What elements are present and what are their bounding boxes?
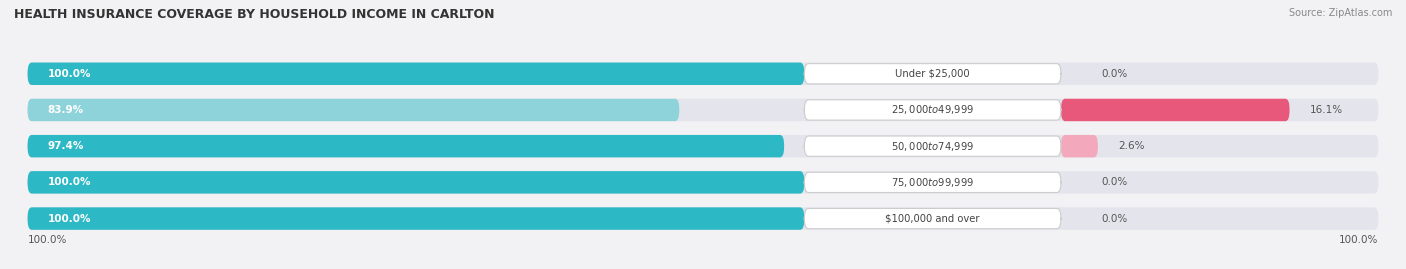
Text: $100,000 and over: $100,000 and over [886, 214, 980, 224]
Text: 100.0%: 100.0% [1339, 235, 1378, 245]
FancyBboxPatch shape [804, 208, 1062, 229]
FancyBboxPatch shape [28, 207, 1378, 230]
FancyBboxPatch shape [804, 100, 1062, 120]
FancyBboxPatch shape [804, 136, 1062, 156]
FancyBboxPatch shape [1062, 99, 1289, 121]
Text: $50,000 to $74,999: $50,000 to $74,999 [891, 140, 974, 153]
FancyBboxPatch shape [804, 172, 1062, 193]
FancyBboxPatch shape [1062, 135, 1098, 157]
Text: 100.0%: 100.0% [48, 69, 91, 79]
Text: 100.0%: 100.0% [48, 177, 91, 187]
Text: Source: ZipAtlas.com: Source: ZipAtlas.com [1288, 8, 1392, 18]
FancyBboxPatch shape [28, 62, 804, 85]
Text: 0.0%: 0.0% [1101, 214, 1128, 224]
FancyBboxPatch shape [28, 99, 679, 121]
Text: 100.0%: 100.0% [28, 235, 67, 245]
FancyBboxPatch shape [28, 171, 1378, 194]
Text: 100.0%: 100.0% [48, 214, 91, 224]
FancyBboxPatch shape [28, 207, 804, 230]
Text: 0.0%: 0.0% [1101, 69, 1128, 79]
Text: 83.9%: 83.9% [48, 105, 84, 115]
FancyBboxPatch shape [28, 135, 1378, 157]
Text: $25,000 to $49,999: $25,000 to $49,999 [891, 104, 974, 116]
Text: $75,000 to $99,999: $75,000 to $99,999 [891, 176, 974, 189]
FancyBboxPatch shape [28, 99, 1378, 121]
Text: 0.0%: 0.0% [1101, 177, 1128, 187]
Text: Under $25,000: Under $25,000 [896, 69, 970, 79]
Text: 16.1%: 16.1% [1310, 105, 1343, 115]
FancyBboxPatch shape [28, 62, 1378, 85]
Text: 2.6%: 2.6% [1118, 141, 1144, 151]
FancyBboxPatch shape [804, 64, 1062, 84]
Text: HEALTH INSURANCE COVERAGE BY HOUSEHOLD INCOME IN CARLTON: HEALTH INSURANCE COVERAGE BY HOUSEHOLD I… [14, 8, 495, 21]
Text: 97.4%: 97.4% [48, 141, 84, 151]
FancyBboxPatch shape [28, 171, 804, 194]
FancyBboxPatch shape [28, 135, 785, 157]
